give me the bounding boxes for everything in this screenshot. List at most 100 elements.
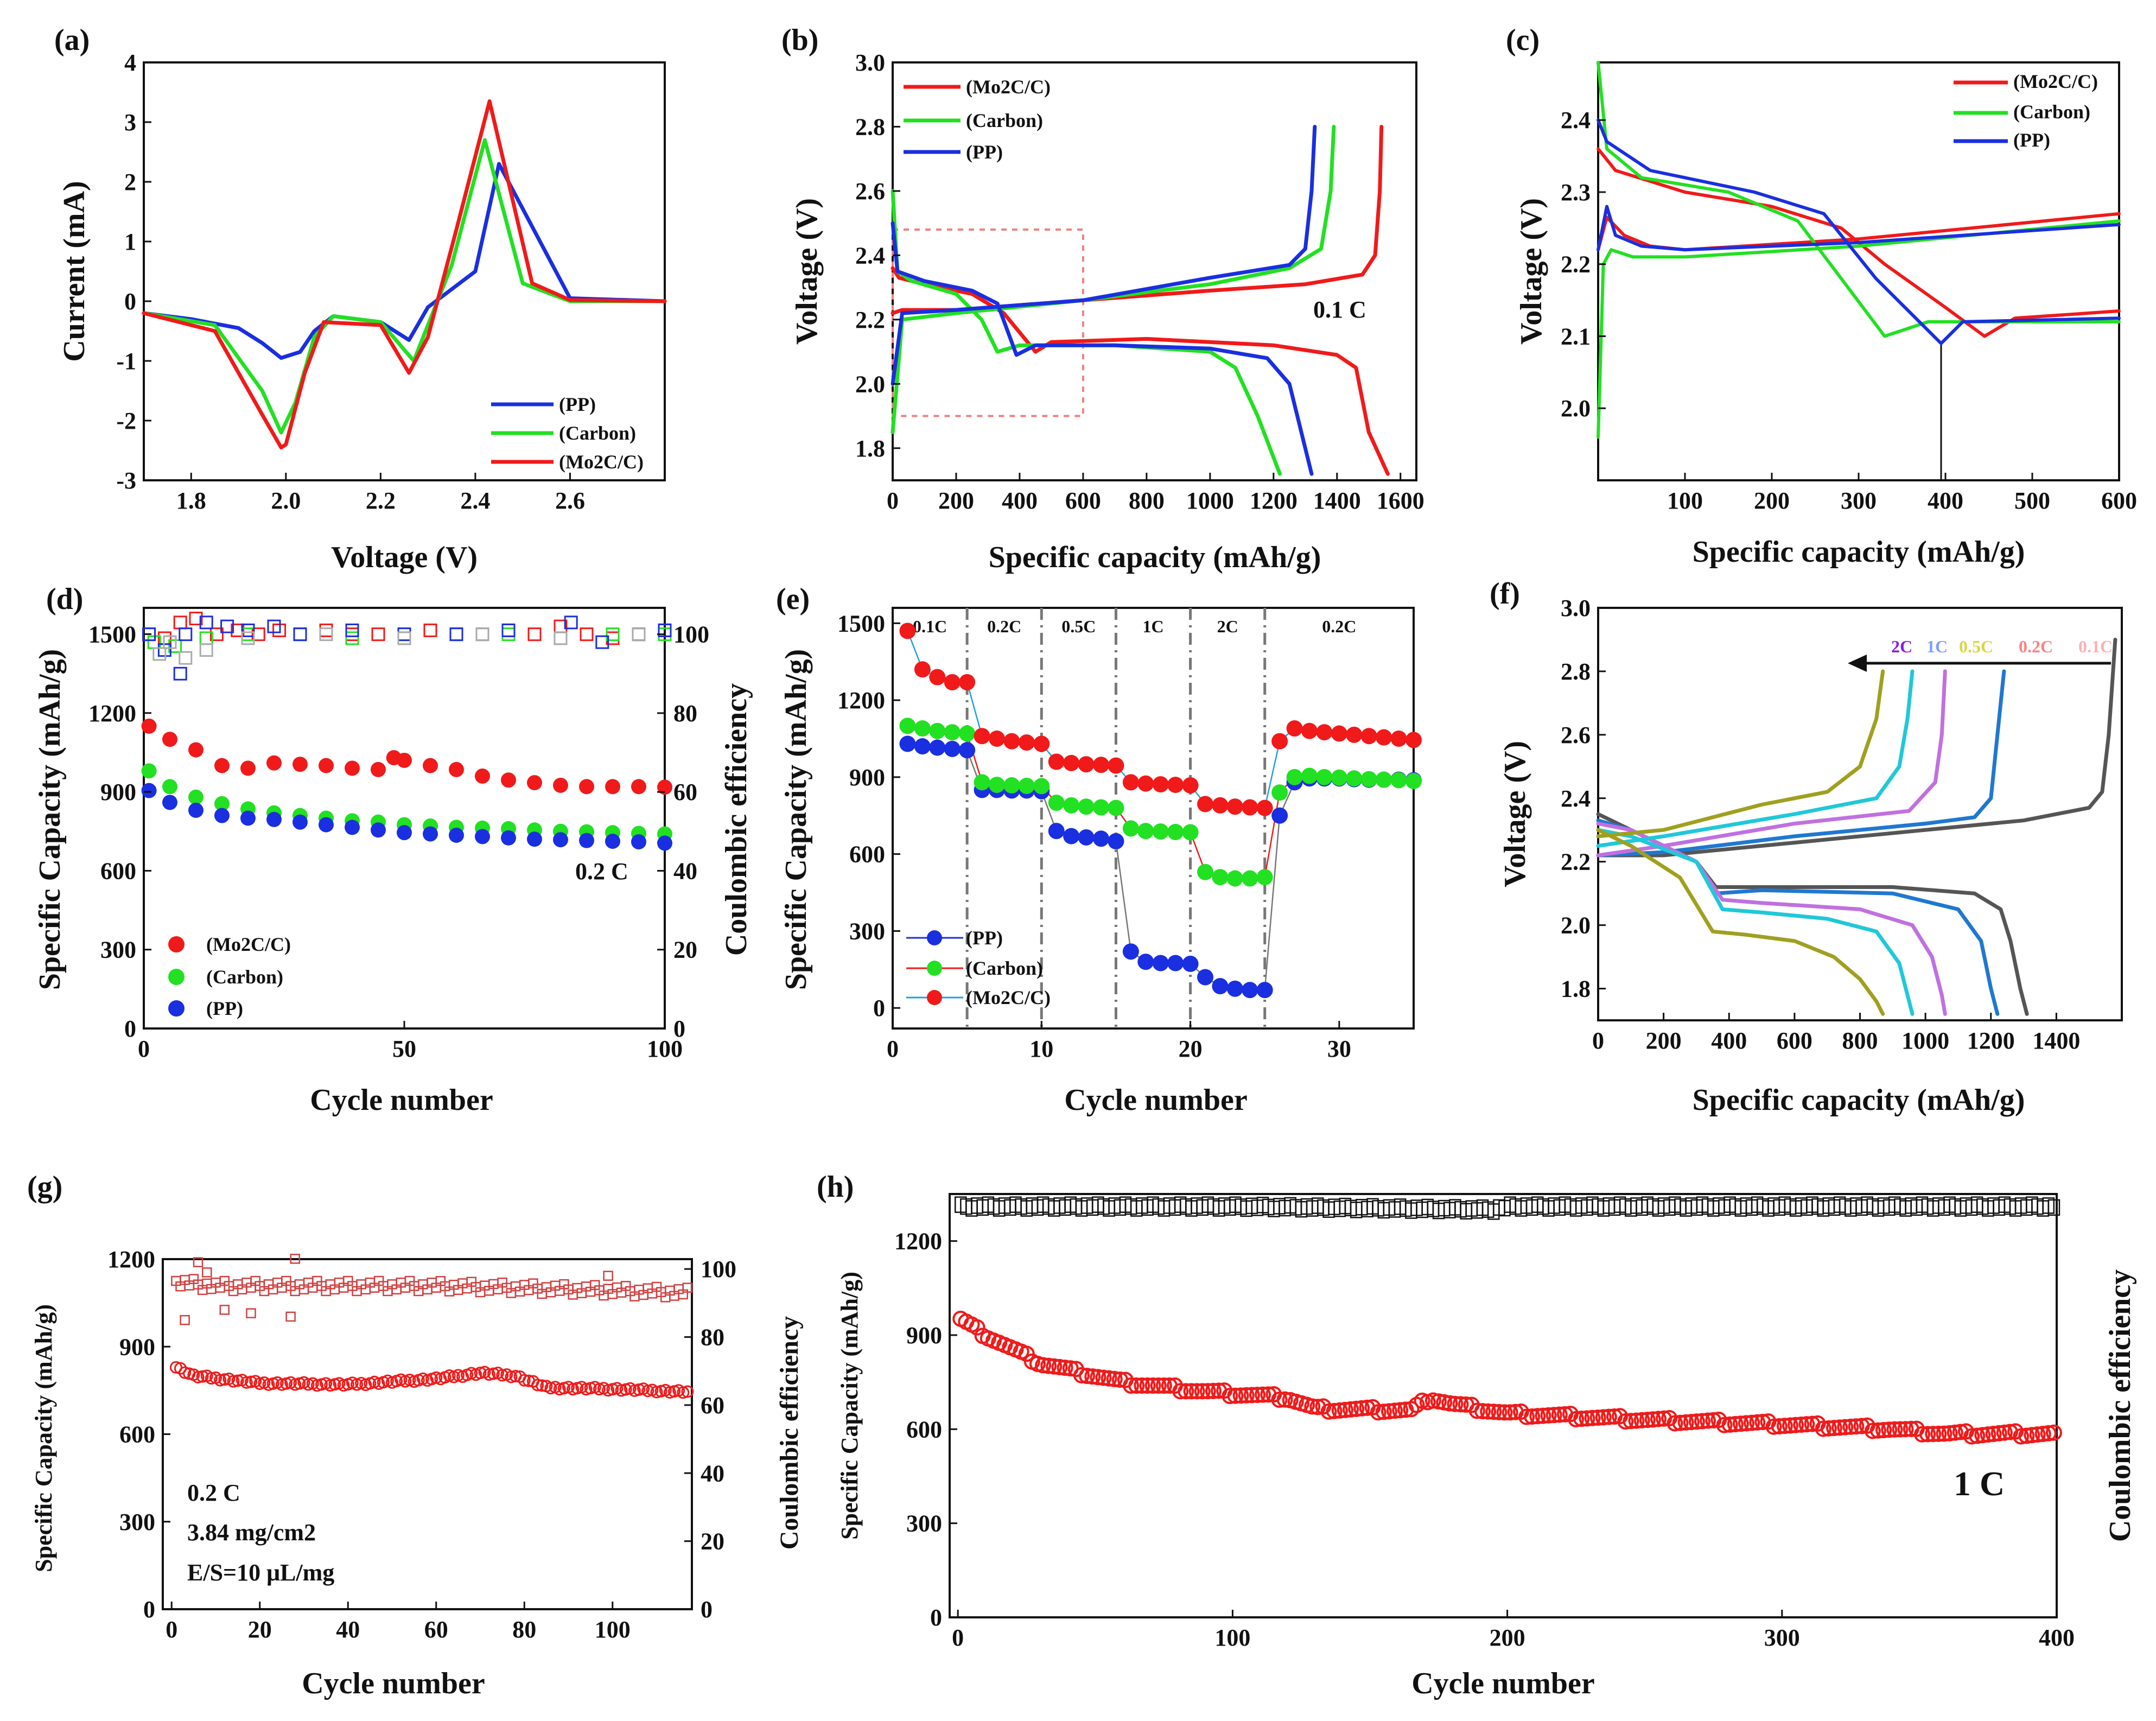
capacity-point (1573, 1411, 1590, 1427)
capacity-point (205, 1372, 218, 1385)
capacity-point (1980, 1426, 1996, 1443)
panel-b: (b) 0 200 400 600 800 1000 1200 1400 1600 1.8 2.0 2… (781, 23, 1424, 574)
capacity-point (1108, 833, 1124, 850)
capacity-point (162, 779, 177, 795)
capacity-point (1182, 824, 1199, 841)
rate-segment-label: 0.5C (1061, 617, 1096, 636)
y-tick-label: 0 (930, 1604, 942, 1631)
capacity-point (553, 777, 568, 793)
capacity-point (969, 1319, 985, 1336)
ce-point (449, 627, 463, 642)
capacity-point (1256, 982, 1273, 999)
capacity-point (1628, 1412, 1645, 1429)
y-tick-label: 1.8 (1561, 976, 1591, 1002)
y-axis-label-a: Current (mA) (58, 181, 91, 361)
capacity-point (579, 779, 594, 795)
y-tick-label: 1500 (88, 621, 136, 647)
capacity-point (1694, 1413, 1710, 1430)
ce-point (142, 627, 156, 642)
capacity-point (174, 1362, 187, 1375)
capacity-point (1936, 1425, 1953, 1442)
capacity-point (527, 831, 542, 847)
capacity-point (1441, 1395, 1458, 1412)
capacity-point (1947, 1424, 1963, 1441)
capacity-point (654, 1385, 667, 1398)
capacity-point (1242, 982, 1258, 999)
y-tick-label: 0 (124, 1015, 136, 1042)
capacity-point (959, 725, 976, 742)
capacity-point (2013, 1428, 2030, 1445)
capacity-point (1826, 1420, 1842, 1437)
capacity-point (944, 724, 961, 741)
x-tick-label: 0 (887, 1036, 899, 1062)
series-line (142, 99, 667, 449)
capacity-point (681, 1385, 694, 1398)
y-tick-label: 0 (143, 1596, 155, 1623)
x-tick-label: 60 (424, 1616, 448, 1643)
capacity-point (1990, 1425, 2007, 1441)
x-axis-label-a: Voltage (V) (331, 541, 478, 574)
capacity-point (1589, 1409, 1606, 1426)
y2-tick-label: 0 (701, 1596, 713, 1623)
y2-tick-label: 20 (701, 1528, 724, 1555)
x-tick-label: 2.4 (460, 487, 490, 514)
capacity-point (1370, 1404, 1387, 1421)
capacity-point (1892, 1421, 1909, 1438)
capacity-point (188, 789, 203, 805)
capacity-point (1063, 828, 1080, 844)
series-line (1596, 669, 1885, 839)
series-line (891, 125, 1336, 434)
x-tick-label: 20 (248, 1616, 272, 1643)
capacity-point (1048, 795, 1065, 811)
x-tick-label: 100 (595, 1616, 631, 1643)
series-line (1596, 828, 1915, 1016)
capacity-point (1405, 732, 1422, 748)
capacity-point (1390, 772, 1407, 789)
panel-label-d: (d) (46, 582, 83, 616)
ce-point (293, 627, 307, 642)
annotation-loading-g: 3.84 mg/cm2 (187, 1519, 316, 1546)
capacity-point (1869, 1422, 1886, 1439)
y-tick-label: 1 (124, 228, 136, 255)
capacity-point (266, 811, 282, 827)
capacity-point (1771, 1418, 1788, 1434)
capacity-point (1137, 775, 1154, 792)
capacity-point (292, 757, 308, 772)
x-axis-label-b: Specific capacity (mAh/g) (989, 541, 1321, 574)
x-tick-label: 1400 (2032, 1027, 2080, 1054)
panel-f: (f) 0 200 400 600 800 1000 1200 1400 1.8 2.0 2.2 2.… (1490, 577, 2123, 1117)
capacity-point (1227, 1387, 1244, 1404)
y2-tick-label: 100 (701, 1256, 736, 1282)
capacity-point (914, 720, 931, 737)
capacity-point (1765, 1418, 1782, 1435)
x-tick-label: 2.6 (555, 487, 585, 514)
capacity-point (1875, 1421, 1892, 1438)
capacity-point (505, 1370, 518, 1383)
capacity-point (141, 718, 157, 734)
scatter-marks-g (169, 1254, 694, 1399)
rate-labels-f: 2C 1C 0.5C 0.2C 0.1C (1891, 637, 2113, 656)
y-tick-label: -2 (116, 408, 136, 434)
capacity-point (531, 1379, 544, 1392)
x-tick-label: 200 (1754, 487, 1790, 514)
capacity-point (2007, 1423, 2024, 1440)
x-tick-label: 400 (1002, 487, 1038, 514)
capacity-point (1535, 1407, 1551, 1424)
rate-label: 0.2C (2019, 637, 2053, 656)
y-tick-label: 2.4 (1561, 107, 1591, 134)
capacity-point (615, 1384, 628, 1397)
ce-point (179, 651, 193, 665)
legend-label-pp: (PP) (2013, 129, 2050, 151)
capacity-point (1600, 1408, 1617, 1425)
panel-label-h: (h) (817, 1170, 854, 1204)
x-tick-label: 2.0 (271, 487, 301, 514)
y-tick-label: 1200 (894, 1228, 942, 1255)
ce-point (397, 627, 411, 642)
capacity-point (1721, 1416, 1738, 1433)
scatter-marks-h (952, 1196, 2062, 1445)
plot-frame-f (1597, 607, 2123, 1021)
panel-c: (c) 100 200 300 400 500 600 2.0 2.1 2.2 2.3 2.4 Sp… (1506, 23, 2137, 569)
capacity-point (1381, 1403, 1397, 1420)
ce-point (293, 627, 307, 642)
capacity-point (319, 817, 334, 833)
